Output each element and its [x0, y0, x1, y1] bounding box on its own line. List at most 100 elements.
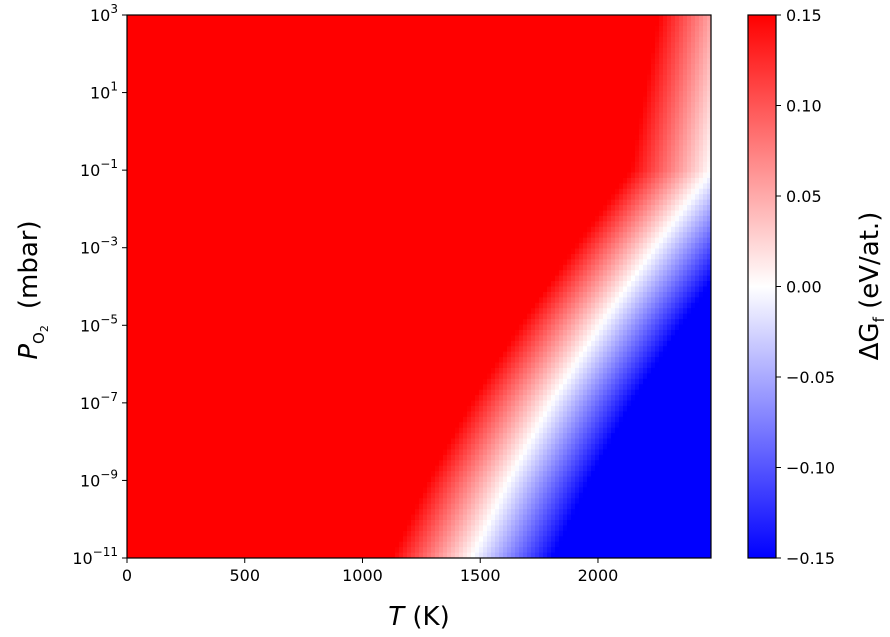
heatmap-cell: [167, 58, 172, 64]
heatmap-cell: [379, 64, 384, 70]
heatmap-cell: [255, 167, 260, 173]
heatmap-cell: [359, 91, 364, 97]
heatmap-cell: [423, 162, 428, 168]
heatmap-cell: [175, 167, 180, 173]
heatmap-cell: [335, 156, 340, 162]
heatmap-cell: [703, 86, 708, 92]
heatmap-cell: [219, 42, 224, 48]
heatmap-cell: [583, 96, 588, 102]
heatmap-cell: [351, 124, 356, 130]
heatmap-cell: [359, 129, 364, 135]
heatmap-cell: [663, 42, 668, 48]
heatmap-cell: [195, 64, 200, 70]
heatmap-cell: [519, 140, 524, 146]
heatmap-cell: [359, 42, 364, 48]
heatmap-cell: [587, 151, 592, 157]
heatmap-cell: [411, 86, 416, 92]
heatmap-cell: [695, 124, 700, 130]
heatmap-cell: [239, 156, 244, 162]
heatmap-cell: [575, 102, 580, 108]
heatmap-cell: [167, 167, 172, 173]
heatmap-cell: [343, 15, 348, 21]
heatmap-cell: [471, 178, 476, 184]
heatmap-cell: [667, 86, 672, 92]
heatmap-cell: [195, 37, 200, 43]
heatmap-cell: [223, 26, 228, 32]
heatmap-cell: [351, 102, 356, 108]
heatmap-cell: [667, 37, 672, 43]
heatmap-cell: [531, 183, 536, 189]
heatmap-cell: [239, 64, 244, 70]
heatmap-cell: [339, 189, 344, 195]
heatmap-cell: [655, 20, 660, 26]
heatmap-cell: [455, 20, 460, 26]
heatmap-cell: [491, 37, 496, 43]
heatmap-cell: [679, 20, 684, 26]
heatmap-cell: [147, 37, 152, 43]
heatmap-cell: [635, 183, 640, 189]
heatmap-cell: [643, 167, 648, 173]
heatmap-cell: [611, 80, 616, 86]
heatmap-cell: [291, 129, 296, 135]
heatmap-cell: [387, 48, 392, 54]
heatmap-cell: [383, 178, 388, 184]
heatmap-cell: [667, 113, 672, 119]
heatmap-cell: [195, 86, 200, 92]
heatmap-cell: [703, 64, 708, 70]
heatmap-cell: [691, 189, 696, 195]
heatmap-cell: [235, 162, 240, 168]
heatmap-cell: [131, 118, 136, 124]
heatmap-cell: [423, 37, 428, 43]
heatmap-cell: [611, 26, 616, 32]
heatmap-cell: [207, 20, 212, 26]
heatmap-cell: [571, 124, 576, 130]
heatmap-cell: [339, 183, 344, 189]
heatmap-cell: [623, 151, 628, 157]
heatmap-cell: [251, 178, 256, 184]
heatmap-cell: [563, 80, 568, 86]
heatmap-cell: [435, 31, 440, 37]
heatmap-cell: [167, 26, 172, 32]
heatmap-cell: [391, 124, 396, 130]
heatmap-cell: [391, 162, 396, 168]
heatmap-cell: [171, 26, 176, 32]
heatmap-cell: [647, 124, 652, 130]
heatmap-cell: [147, 15, 152, 21]
heatmap-cell: [663, 20, 668, 26]
heatmap-cell: [203, 26, 208, 32]
heatmap-cell: [179, 156, 184, 162]
heatmap-cell: [159, 172, 164, 178]
heatmap-cell: [191, 31, 196, 37]
heatmap-cell: [291, 15, 296, 21]
heatmap-cell: [215, 140, 220, 146]
heatmap-cell: [319, 167, 324, 173]
heatmap-cell: [595, 124, 600, 130]
heatmap-cell: [235, 124, 240, 130]
heatmap-cell: [267, 124, 272, 130]
heatmap-cell: [575, 37, 580, 43]
heatmap-cell: [267, 58, 272, 64]
heatmap-cell: [631, 162, 636, 168]
heatmap-cell: [655, 113, 660, 119]
heatmap-cell: [535, 124, 540, 130]
heatmap-cell: [555, 183, 560, 189]
heatmap-cell: [511, 53, 516, 59]
heatmap-cell: [279, 156, 284, 162]
heatmap-cell: [239, 42, 244, 48]
heatmap-cell: [659, 20, 664, 26]
heatmap-cell: [527, 26, 532, 32]
heatmap-cell: [147, 167, 152, 173]
heatmap-cell: [319, 80, 324, 86]
heatmap-cell: [419, 96, 424, 102]
heatmap-cell: [523, 31, 528, 37]
heatmap-cell: [295, 69, 300, 75]
heatmap-cell: [583, 129, 588, 135]
heatmap-cell: [411, 145, 416, 151]
heatmap-cell: [183, 86, 188, 92]
heatmap-cell: [683, 194, 688, 200]
heatmap-cell: [395, 48, 400, 54]
heatmap-cell: [683, 48, 688, 54]
heatmap-cell: [543, 172, 548, 178]
heatmap-cell: [631, 58, 636, 64]
heatmap-cell: [499, 58, 504, 64]
